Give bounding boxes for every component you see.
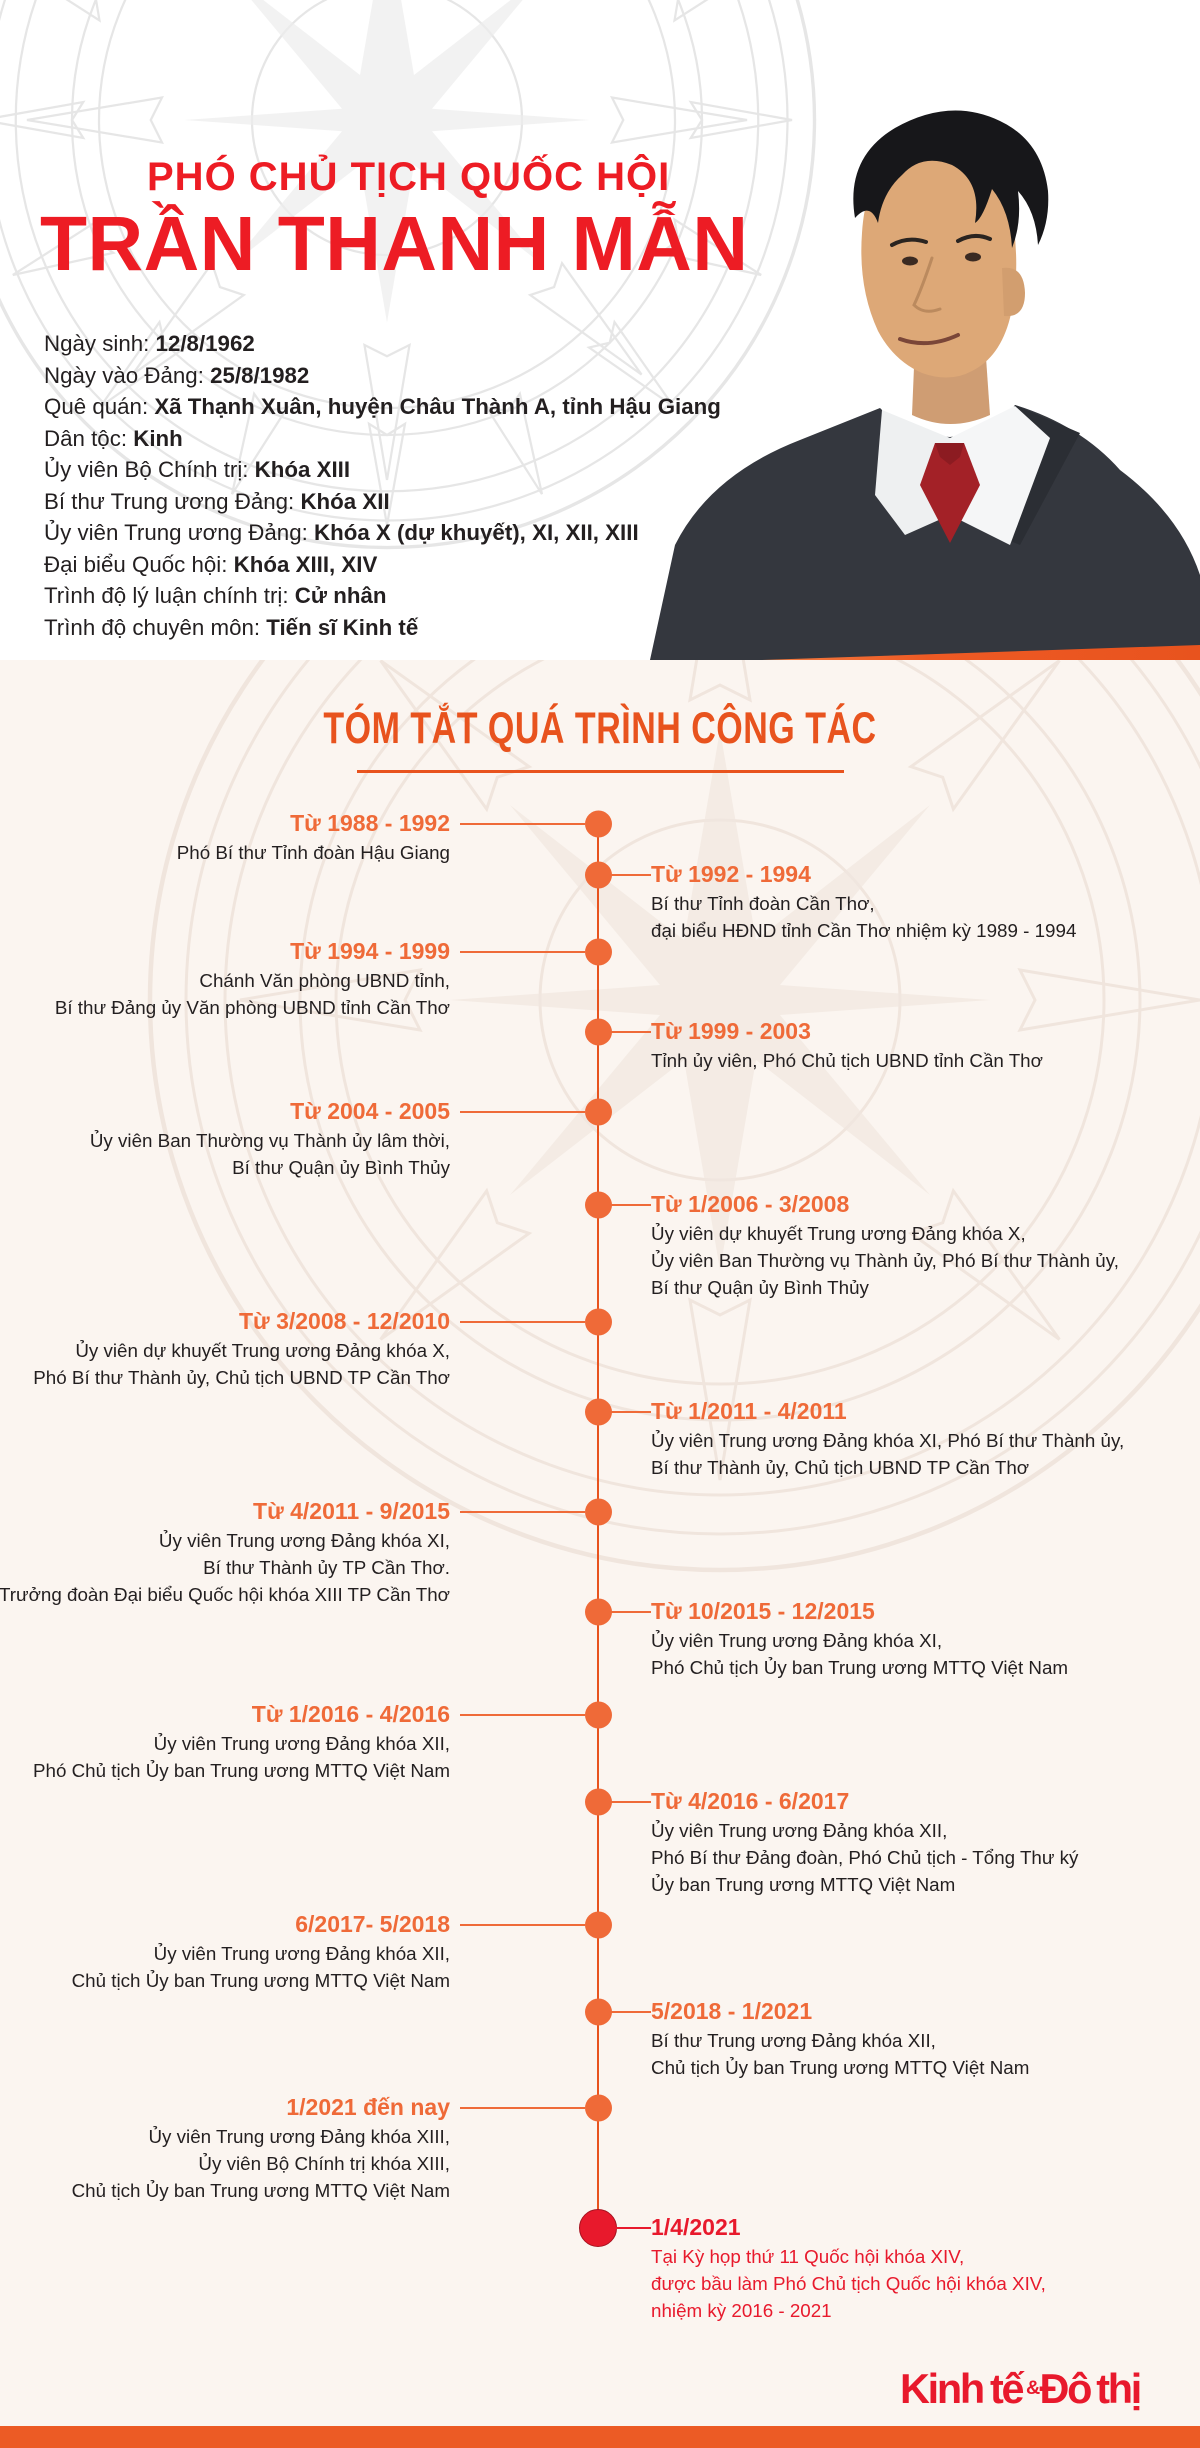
svg-text:&: & xyxy=(1026,2377,1040,2399)
svg-text:tế: tế xyxy=(990,2366,1026,2412)
svg-text:Đô: Đô xyxy=(1040,2366,1092,2412)
svg-text:thị: thị xyxy=(1096,2366,1140,2412)
svg-text:Kinh: Kinh xyxy=(900,2366,983,2412)
